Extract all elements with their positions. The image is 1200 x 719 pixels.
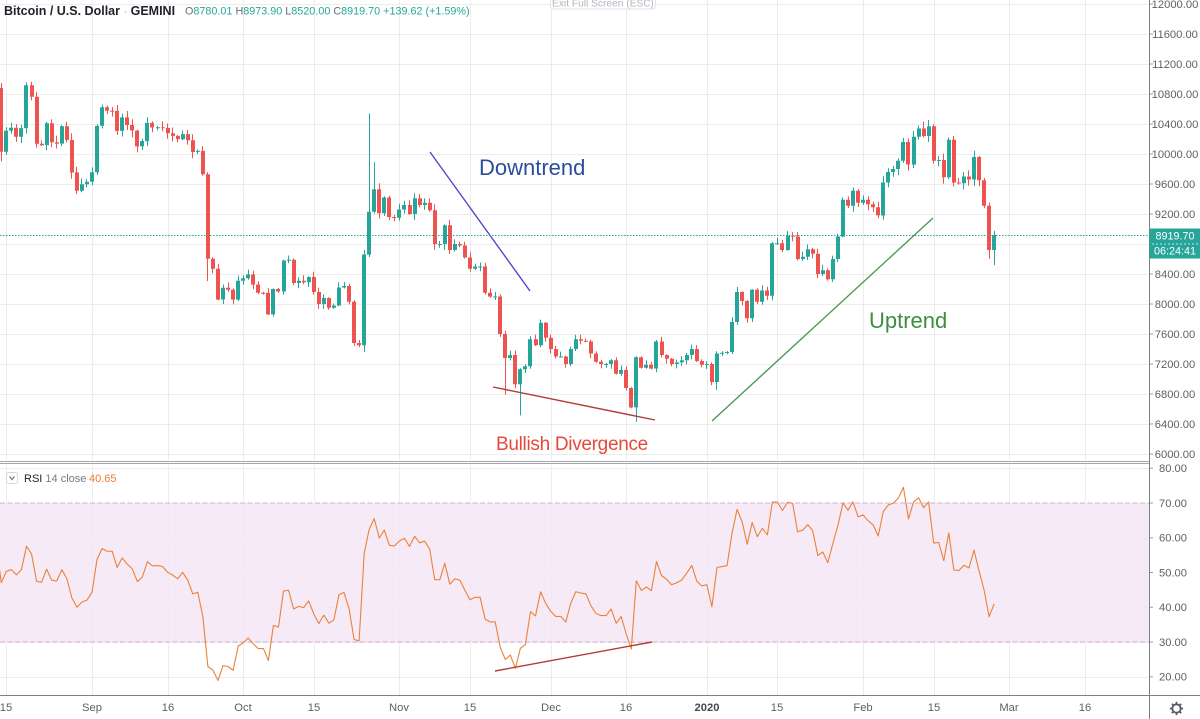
svg-text:16: 16: [620, 702, 632, 714]
svg-text:6400.00: 6400.00: [1155, 419, 1195, 431]
svg-text:8400.00: 8400.00: [1155, 269, 1195, 281]
svg-text:8000.00: 8000.00: [1155, 299, 1195, 311]
svg-text:O8780.01 H8973.90 L8520.00 C89: O8780.01 H8973.90 L8520.00 C8919.70 +139…: [185, 6, 470, 18]
svg-text:60.00: 60.00: [1159, 533, 1187, 545]
svg-text:15: 15: [928, 702, 940, 714]
svg-text:Downtrend: Downtrend: [479, 155, 585, 180]
svg-text:8919.70: 8919.70: [1155, 231, 1194, 243]
svg-text:Nov: Nov: [389, 702, 409, 714]
svg-text:40.00: 40.00: [1159, 602, 1187, 614]
svg-text:9600.00: 9600.00: [1155, 179, 1195, 191]
svg-text:6000.00: 6000.00: [1155, 449, 1195, 461]
svg-text:70.00: 70.00: [1159, 498, 1187, 510]
svg-text:Dec: Dec: [541, 702, 561, 714]
svg-text:Feb: Feb: [853, 702, 872, 714]
svg-text:15: 15: [771, 702, 783, 714]
svg-text:12000.00: 12000.00: [1152, 0, 1199, 11]
svg-text:Bitcoin / U.S. Dollar · GEMINI: Bitcoin / U.S. Dollar · GEMINI: [4, 4, 175, 18]
svg-text:10000.00: 10000.00: [1152, 149, 1199, 161]
svg-text:15: 15: [464, 702, 476, 714]
svg-text:30.00: 30.00: [1159, 637, 1187, 649]
svg-text:2020: 2020: [695, 702, 720, 714]
svg-text:Oct: Oct: [234, 702, 252, 714]
svg-text:Uptrend: Uptrend: [869, 308, 947, 333]
svg-text:6800.00: 6800.00: [1155, 389, 1195, 401]
svg-text:11600.00: 11600.00: [1152, 29, 1198, 41]
svg-text:80.00: 80.00: [1159, 463, 1187, 475]
svg-text:10800.00: 10800.00: [1152, 89, 1199, 101]
svg-text:Bullish Divergence: Bullish Divergence: [496, 434, 648, 455]
svg-text:7200.00: 7200.00: [1155, 359, 1195, 371]
svg-text:16: 16: [1079, 702, 1091, 714]
svg-text:11200.00: 11200.00: [1152, 59, 1198, 71]
svg-text:15: 15: [0, 702, 12, 714]
svg-text:Exit Full Screen (ESC): Exit Full Screen (ESC): [552, 0, 654, 10]
svg-text:20.00: 20.00: [1159, 672, 1187, 684]
svg-text:15: 15: [308, 702, 320, 714]
svg-text:06:24:41: 06:24:41: [1154, 246, 1196, 258]
svg-text:RSI 14 close: RSI 14 close: [24, 473, 86, 485]
svg-text:40.65: 40.65: [89, 473, 117, 485]
svg-text:16: 16: [162, 702, 174, 714]
svg-text:Mar: Mar: [999, 702, 1019, 714]
svg-text:10400.00: 10400.00: [1152, 119, 1199, 131]
svg-text:50.00: 50.00: [1159, 567, 1187, 579]
svg-text:Sep: Sep: [82, 702, 102, 714]
svg-text:9200.00: 9200.00: [1155, 209, 1195, 221]
svg-text:7600.00: 7600.00: [1155, 329, 1195, 341]
